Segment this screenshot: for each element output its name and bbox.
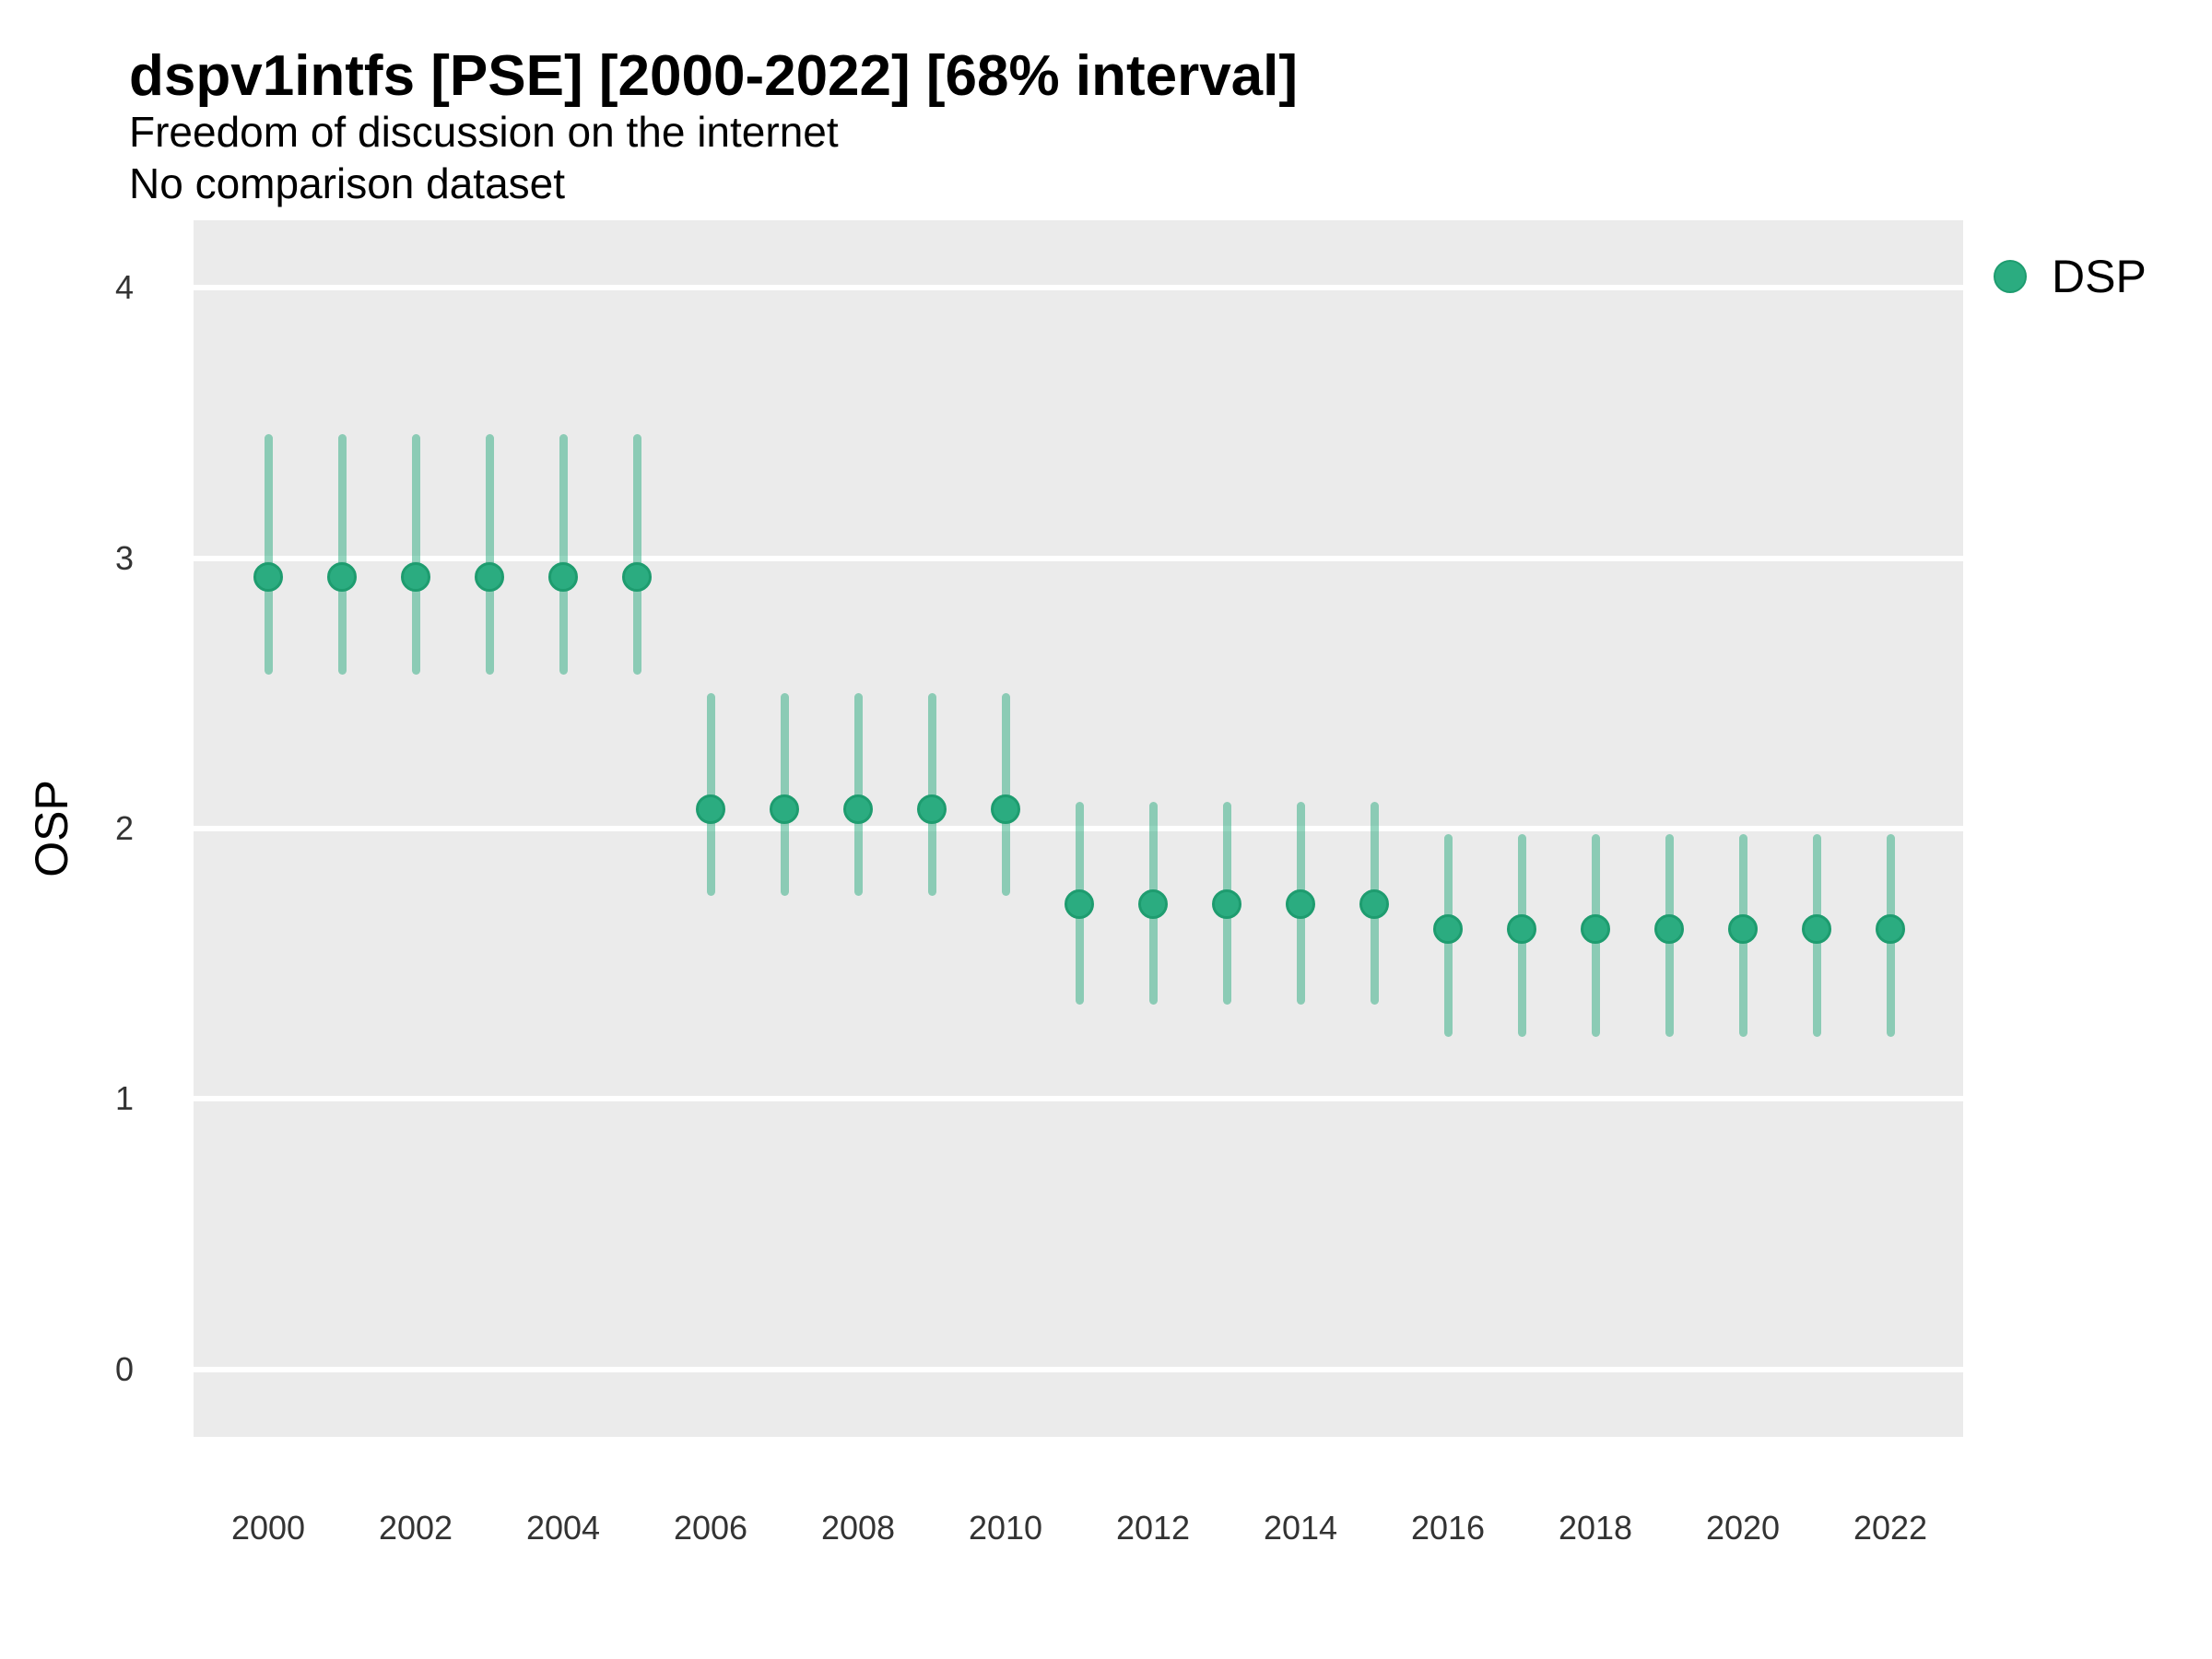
chart-title: dspv1intfs [PSE] [2000-2022] [68% interv… (129, 44, 1299, 108)
point-2020 (1728, 913, 1758, 944)
interval-bar-2004 (559, 433, 568, 675)
gridline-y-4 (194, 285, 1963, 291)
interval-bar-2001 (337, 433, 347, 675)
x-tick-label-2010: 2010 (968, 1509, 1043, 1547)
point-2014 (1286, 889, 1315, 920)
gridline-y-0 (194, 1366, 1963, 1372)
point-2015 (1359, 889, 1389, 920)
point-2007 (770, 794, 799, 825)
y-tick-label-2: 2 (114, 809, 134, 847)
interval-bar-2010 (1001, 693, 1010, 897)
point-2008 (843, 794, 873, 825)
interval-bar-2000 (264, 433, 273, 675)
chart-subtitle-comparison: No comparison dataset (129, 159, 566, 207)
x-tick-label-2002: 2002 (378, 1509, 453, 1547)
point-2006 (696, 794, 725, 825)
x-tick-label-2012: 2012 (1115, 1509, 1191, 1547)
gridline-y-1 (194, 1096, 1963, 1102)
y-tick-label-1: 1 (114, 1079, 134, 1118)
interval-bar-2005 (632, 433, 641, 675)
x-tick-label-2004: 2004 (525, 1509, 601, 1547)
interval-bar-2003 (485, 433, 494, 675)
interval-bar-2007 (780, 693, 789, 897)
point-2022 (1876, 913, 1905, 944)
x-tick-label-2020: 2020 (1705, 1509, 1781, 1547)
x-tick-label-2008: 2008 (820, 1509, 896, 1547)
chart-subtitle: Freedom of discussion on the internet (129, 108, 839, 156)
point-2004 (548, 562, 578, 593)
point-2021 (1802, 913, 1831, 944)
point-2012 (1138, 889, 1168, 920)
interval-bar-2009 (927, 693, 936, 897)
x-tick-label-2018: 2018 (1558, 1509, 1633, 1547)
x-tick-label-2016: 2016 (1410, 1509, 1486, 1547)
x-tick-label-2000: 2000 (230, 1509, 306, 1547)
y-tick-label-3: 3 (114, 538, 134, 577)
interval-bar-2006 (706, 693, 715, 897)
point-2011 (1065, 889, 1094, 920)
point-2016 (1433, 913, 1463, 944)
plot-panel (194, 220, 1963, 1437)
point-2017 (1507, 913, 1536, 944)
x-tick-label-2014: 2014 (1263, 1509, 1338, 1547)
interval-bar-2008 (853, 693, 863, 897)
point-2010 (991, 794, 1020, 825)
point-2003 (475, 562, 504, 593)
point-2013 (1212, 889, 1241, 920)
y-tick-label-0: 0 (114, 1349, 134, 1388)
point-2009 (917, 794, 947, 825)
point-2018 (1581, 913, 1610, 944)
point-2019 (1654, 913, 1684, 944)
x-tick-label-2022: 2022 (1853, 1509, 1928, 1547)
gridline-y-3 (194, 555, 1963, 561)
point-2000 (253, 562, 283, 593)
point-2005 (622, 562, 652, 593)
legend-dsp-label: DSP (2052, 251, 2147, 302)
y-tick-label-4: 4 (114, 268, 134, 307)
interval-bar-2002 (411, 433, 420, 675)
legend-dsp-marker-icon (1994, 260, 2027, 293)
point-2002 (401, 562, 430, 593)
x-tick-label-2006: 2006 (673, 1509, 748, 1547)
point-2001 (327, 562, 357, 593)
